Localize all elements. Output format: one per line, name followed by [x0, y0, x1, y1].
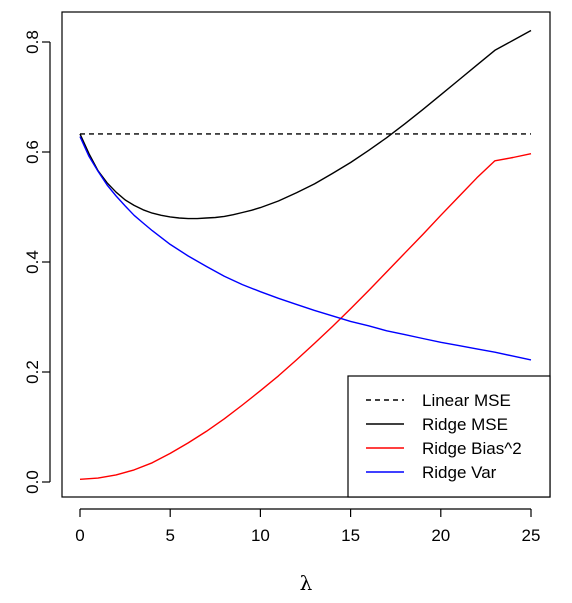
legend-box: [347, 375, 551, 498]
y-axis: 0.0 0.2 0.4 0.6 0.8: [23, 30, 51, 494]
legend-label-ridge-mse: Ridge MSE: [422, 415, 508, 434]
x-tick-label: 25: [522, 526, 541, 545]
x-tick-label: 10: [251, 526, 270, 545]
y-tick-label: 0.6: [23, 140, 42, 164]
x-axis: 0 5 10 15 20 25: [75, 508, 541, 545]
series-line-ridge-var: [79, 136, 532, 361]
y-tick-label: 0.0: [23, 470, 42, 494]
legend: Linear MSE Ridge MSE Ridge Bias^2 Ridge Var: [347, 375, 551, 498]
y-tick-label: 0.8: [23, 30, 42, 54]
x-tick-label: 5: [165, 526, 174, 545]
series-layer: [79, 29, 532, 480]
y-tick-label: 0.2: [23, 360, 42, 384]
legend-label-ridge-bias-2: Ridge Bias^2: [422, 439, 522, 458]
series-line-ridge-bias-2: [79, 153, 532, 480]
x-tick-label: 0: [75, 526, 84, 545]
plot-frame: [61, 11, 551, 498]
y-tick-label: 0.4: [23, 250, 42, 274]
legend-label-ridge-var: Ridge Var: [422, 463, 497, 482]
legend-label-linear-mse: Linear MSE: [422, 391, 511, 410]
series-line-ridge-mse: [79, 29, 532, 220]
x-tick-label: 15: [341, 526, 360, 545]
x-axis-title: λ: [300, 571, 313, 595]
x-tick-label: 20: [431, 526, 450, 545]
